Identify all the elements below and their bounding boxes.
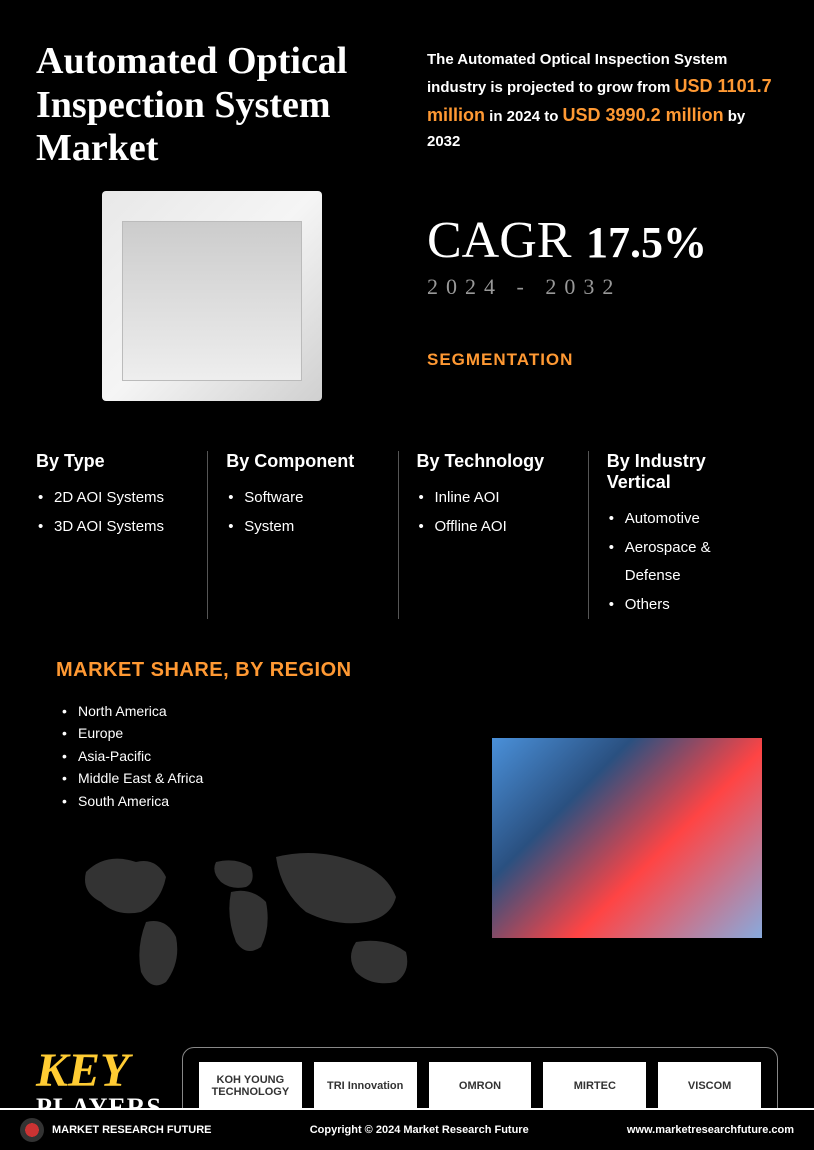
value-2032: USD 3990.2 million xyxy=(563,105,724,125)
segment-item: Others xyxy=(607,591,760,620)
region-item: South America xyxy=(56,790,436,812)
segmentation-grid: By Type 2D AOI Systems 3D AOI Systems By… xyxy=(36,451,778,619)
brand-logo-icon xyxy=(20,1118,44,1142)
desc-mid: in 2024 to xyxy=(485,108,563,125)
segment-item: System xyxy=(226,513,379,542)
segment-title: By Type xyxy=(36,451,189,472)
segment-item: Inline AOI xyxy=(417,484,570,513)
segment-type: By Type 2D AOI Systems 3D AOI Systems xyxy=(36,451,207,619)
region-heading: MARKET SHARE, BY REGION xyxy=(56,659,436,682)
world-map-icon xyxy=(56,832,436,1012)
product-image xyxy=(102,191,322,401)
segment-component: By Component Software System xyxy=(207,451,397,619)
segment-title: By Industry Vertical xyxy=(607,451,760,493)
key-word: KEY xyxy=(36,1049,162,1092)
segment-item: Automotive xyxy=(607,505,760,534)
market-description: The Automated Optical Inspection System … xyxy=(427,48,778,154)
segmentation-heading: SEGMENTATION xyxy=(427,350,778,370)
region-item: Europe xyxy=(56,722,436,744)
player-logo: VISCOM xyxy=(658,1062,761,1110)
region-item: Asia-Pacific xyxy=(56,745,436,767)
segment-item: Offline AOI xyxy=(417,513,570,542)
segment-item: Aerospace & Defense xyxy=(607,534,760,591)
page-title: Automated Optical Inspection System Mark… xyxy=(36,40,387,171)
segment-item: 2D AOI Systems xyxy=(36,484,189,513)
technology-image xyxy=(492,738,762,938)
region-list: North America Europe Asia-Pacific Middle… xyxy=(56,700,436,812)
region-item: Middle East & Africa xyxy=(56,767,436,789)
segment-item: 3D AOI Systems xyxy=(36,513,189,542)
footer-brand: MARKET RESEARCH FUTURE xyxy=(52,1124,212,1136)
footer-copyright: Copyright © 2024 Market Research Future xyxy=(310,1124,529,1136)
player-logo: KOH YOUNG TECHNOLOGY xyxy=(199,1062,302,1110)
segment-title: By Component xyxy=(226,451,379,472)
player-logo: OMRON xyxy=(429,1062,532,1110)
cagr-value: 17.5% xyxy=(586,218,707,267)
region-item: North America xyxy=(56,700,436,722)
footer: MARKET RESEARCH FUTURE Copyright © 2024 … xyxy=(0,1108,814,1150)
cagr-period: 2024 - 2032 xyxy=(427,274,778,300)
segment-technology: By Technology Inline AOI Offline AOI xyxy=(398,451,588,619)
cagr-label: CAGR xyxy=(427,212,571,269)
segment-industry: By Industry Vertical Automotive Aerospac… xyxy=(588,451,778,619)
player-logo: MIRTEC xyxy=(543,1062,646,1110)
player-logo: TRI Innovation xyxy=(314,1062,417,1110)
segment-title: By Technology xyxy=(417,451,570,472)
footer-url: www.marketresearchfuture.com xyxy=(627,1124,794,1136)
segment-item: Software xyxy=(226,484,379,513)
